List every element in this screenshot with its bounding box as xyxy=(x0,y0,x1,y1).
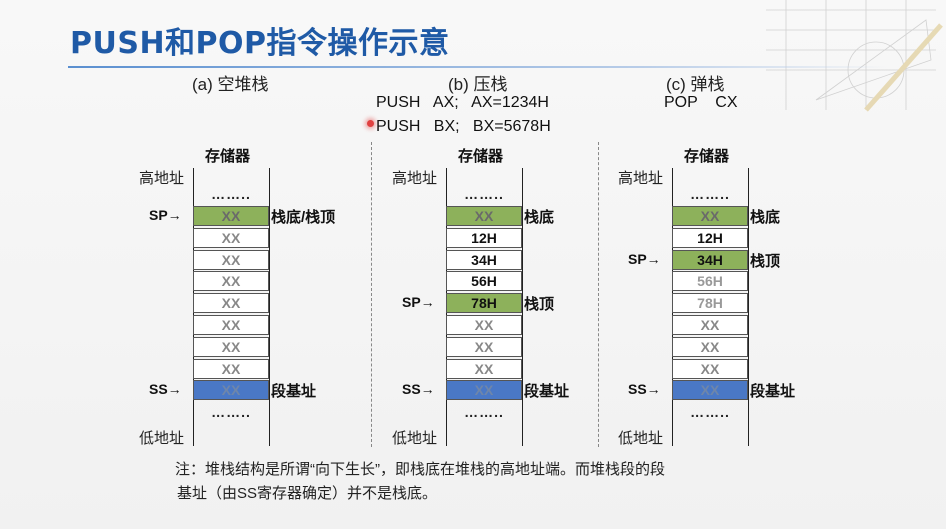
stack-bottom-label: 栈底/栈顶 xyxy=(271,209,336,226)
low-address-label: 低地址 xyxy=(392,430,438,447)
ss-pointer: SS→ xyxy=(149,381,182,398)
ss-pointer: SS→ xyxy=(402,381,435,398)
stack-top-label: 栈顶 xyxy=(524,296,555,314)
panel-divider-2 xyxy=(598,142,599,447)
memory-cell: XX xyxy=(193,380,269,401)
stack-bottom-label: 栈底 xyxy=(524,209,555,226)
memory-cell: XX xyxy=(672,358,748,379)
sp-pointer: SP→ xyxy=(402,294,435,311)
footnote-line-2: 基址（由SS寄存器确定）并不是栈底。 xyxy=(177,485,438,502)
memory-dots-top: …….. xyxy=(211,186,251,202)
memory-cell: 12H xyxy=(446,227,522,248)
memory-cell: XX xyxy=(193,315,269,335)
memory-dots-top: …….. xyxy=(690,186,730,202)
segment-base-label: 段基址 xyxy=(750,383,796,401)
page-title: PUSH和POP指令操作示意 xyxy=(70,26,450,61)
panel-caption: (b) 压栈 xyxy=(448,75,508,94)
memory-cell: 34H xyxy=(672,249,748,270)
segment-base-label: 段基址 xyxy=(524,383,570,401)
memory-cell: XX xyxy=(193,227,269,248)
memory-title: 存储器 xyxy=(684,148,730,165)
stack-bottom-label: 栈底 xyxy=(750,209,781,226)
instruction-line: PUSH BX; BX=5678H xyxy=(376,118,551,135)
memory-cell: XX xyxy=(672,380,748,401)
memory-dots-bottom: …….. xyxy=(464,404,504,420)
footnote: 注：堆栈结构是所谓“向下生长”，即栈底在堆栈的高地址端。而堆栈段的段 基址（由S… xyxy=(175,458,665,506)
high-address-label: 高地址 xyxy=(139,170,185,187)
memory-cell: XX xyxy=(446,358,522,379)
memory-cell: XX xyxy=(193,249,269,270)
memory-cell: XX xyxy=(446,315,522,335)
memory-right-border xyxy=(748,168,749,446)
memory-cell: XX xyxy=(672,315,748,335)
high-address-label: 高地址 xyxy=(392,170,438,187)
memory-cell: 78H xyxy=(446,293,522,314)
memory-cell: XX xyxy=(193,293,269,314)
memory-cell: XX xyxy=(446,380,522,401)
memory-cell: 56H xyxy=(446,271,522,292)
memory-right-border xyxy=(269,168,270,446)
sp-pointer: SP→ xyxy=(149,207,182,223)
title-underline xyxy=(68,66,888,68)
memory-cell: XX xyxy=(446,206,522,226)
drafting-tools-decoration xyxy=(766,0,943,112)
instruction-line: PUSH AX; AX=1234H xyxy=(376,94,549,111)
memory-cell: XX xyxy=(193,271,269,292)
ss-pointer: SS→ xyxy=(628,381,661,398)
memory-dots-top: …….. xyxy=(464,186,504,202)
sp-pointer: SP→ xyxy=(628,250,661,267)
instruction-line: POP CX xyxy=(664,94,738,111)
low-address-label: 低地址 xyxy=(618,430,664,447)
memory-cell: XX xyxy=(193,206,269,226)
memory-cell: XX xyxy=(193,336,269,357)
memory-title: 存储器 xyxy=(458,148,504,165)
high-address-label: 高地址 xyxy=(618,170,664,187)
memory-title: 存储器 xyxy=(205,148,251,165)
panel-caption: (a) 空堆栈 xyxy=(192,75,269,94)
memory-cell: 56H xyxy=(672,271,748,292)
memory-cell: 12H xyxy=(672,227,748,248)
low-address-label: 低地址 xyxy=(139,430,185,447)
memory-cell: XX xyxy=(193,358,269,379)
memory-dots-bottom: …….. xyxy=(690,404,730,420)
memory-cell: XX xyxy=(672,206,748,226)
panel-divider-1 xyxy=(371,142,372,447)
memory-cell: 78H xyxy=(672,293,748,314)
memory-dots-bottom: …….. xyxy=(211,404,251,420)
memory-cell: 34H xyxy=(446,249,522,270)
memory-cell: XX xyxy=(672,336,748,357)
memory-cell: XX xyxy=(446,336,522,357)
pointer-cursor xyxy=(367,120,374,127)
stack-top-label: 栈顶 xyxy=(750,252,781,270)
segment-base-label: 段基址 xyxy=(271,383,317,401)
panel-caption: (c) 弹栈 xyxy=(666,75,725,94)
memory-right-border xyxy=(522,168,523,446)
footnote-line-1: 注：堆栈结构是所谓“向下生长”，即栈底在堆栈的高地址端。而堆栈段的段 xyxy=(175,461,665,478)
